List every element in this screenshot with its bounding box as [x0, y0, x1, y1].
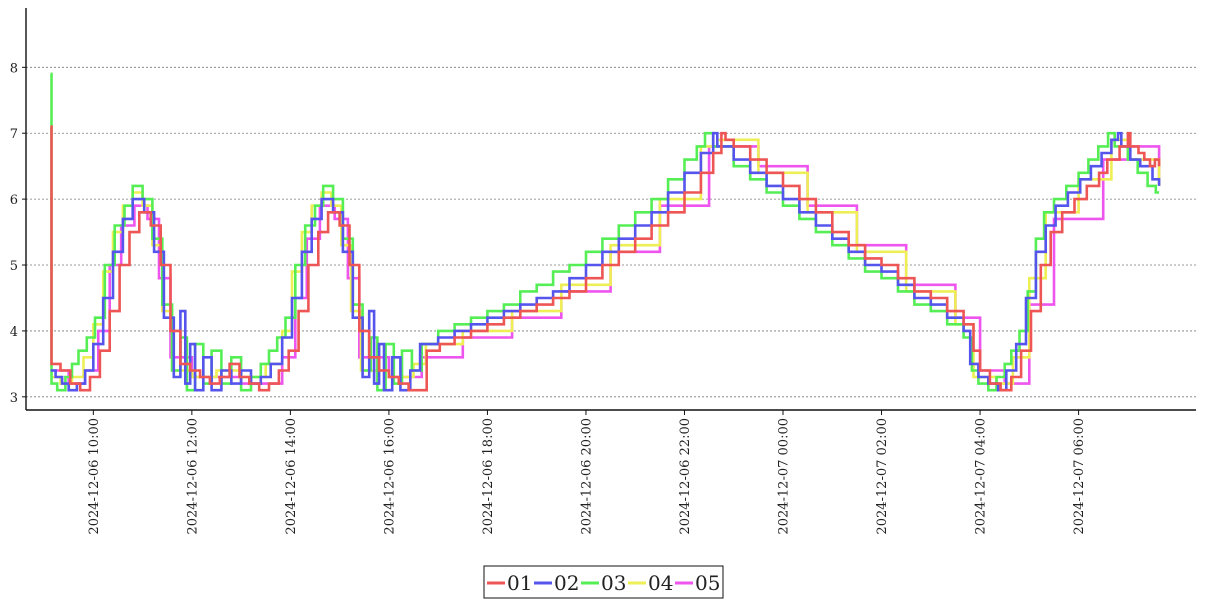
legend-label: 05 [695, 571, 720, 595]
x-tick-label: 2024-12-07 06:00 [1072, 418, 1087, 535]
y-tick-label: 8 [10, 61, 18, 76]
x-tick-label: 2024-12-06 20:00 [580, 418, 595, 535]
x-tick-label: 2024-12-06 14:00 [284, 418, 299, 535]
x-tick-label: 2024-12-06 12:00 [185, 418, 200, 535]
x-tick-label: 2024-12-06 22:00 [678, 418, 693, 535]
legend-item-02[interactable]: 02 [534, 571, 579, 595]
x-tick-label: 2024-12-06 18:00 [481, 418, 496, 535]
legend-label: 01 [507, 571, 532, 595]
x-axis-ticks: 2024-12-06 10:00 2024-12-06 12:00 2024-12-… [87, 410, 1087, 535]
x-tick-label: 2024-12-06 10:00 [87, 418, 102, 535]
series-04-line [50, 138, 1161, 385]
y-axis-ticks: 3 4 5 6 7 8 [10, 61, 26, 406]
legend-label: 04 [648, 571, 673, 595]
legend-item-01[interactable]: 01 [487, 571, 532, 595]
legend-item-04[interactable]: 04 [628, 571, 673, 595]
x-tick-label: 2024-12-07 00:00 [777, 418, 792, 535]
y-tick-label: 5 [10, 259, 18, 274]
x-tick-label: 2024-12-07 04:00 [974, 418, 989, 535]
y-tick-label: 6 [10, 193, 18, 208]
legend-item-05[interactable]: 05 [675, 571, 720, 595]
y-tick-label: 3 [10, 391, 18, 406]
series-01-line [50, 125, 1161, 392]
legend-item-03[interactable]: 03 [581, 571, 626, 595]
x-tick-label: 2024-12-07 02:00 [875, 418, 890, 535]
x-tick-label: 2024-12-06 16:00 [382, 418, 397, 535]
series-lines [50, 72, 1161, 392]
y-tick-label: 7 [10, 127, 18, 142]
series-02-line [50, 131, 1161, 392]
legend-label: 03 [601, 571, 626, 595]
legend-label: 02 [554, 571, 579, 595]
y-tick-label: 4 [10, 325, 18, 340]
series-03-line [50, 72, 1160, 392]
axes [25, 8, 1196, 411]
legend[interactable]: 01 02 03 04 05 [483, 565, 724, 599]
